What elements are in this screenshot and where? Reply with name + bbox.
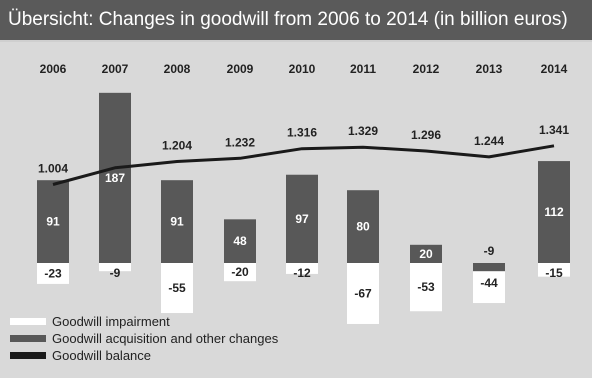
legend-swatch	[10, 352, 46, 359]
acquisition-value-label: 48	[233, 234, 247, 248]
impairment-bar	[410, 263, 442, 312]
impairment-value-label: -67	[354, 286, 372, 300]
chart-title: Übersicht: Changes in goodwill from 2006…	[8, 9, 568, 30]
balance-label: 1.232	[225, 135, 255, 149]
legend-swatch	[10, 335, 46, 342]
balance-label: 1.316	[287, 126, 317, 140]
balance-label: 1.204	[162, 139, 192, 153]
balance-label: 1.004	[38, 162, 68, 176]
impairment-value-label: -9	[110, 266, 121, 280]
balance-line	[52, 144, 555, 186]
impairment-bar	[224, 263, 256, 282]
year-label: 2008	[164, 62, 191, 76]
acquisition-value-label: 91	[170, 215, 184, 229]
acquisition-value-label: 112	[544, 205, 564, 219]
legend-label: Goodwill balance	[52, 348, 151, 363]
acquisition-value-label: 97	[295, 212, 309, 226]
year-label: 2014	[541, 62, 568, 76]
impairment-value-label: -44	[480, 276, 498, 290]
year-label: 2006	[40, 62, 67, 76]
acquisition-bar	[347, 190, 379, 263]
impairment-bar	[99, 263, 131, 272]
impairment-value-label: -12	[293, 266, 311, 280]
acquisition-bar	[99, 92, 131, 263]
impairment-value-label: -55	[168, 281, 186, 295]
year-label: 2012	[413, 62, 440, 76]
legend-label: Goodwill impairment	[52, 314, 170, 329]
impairment-bar	[37, 263, 69, 284]
impairment-value-label: -15	[545, 266, 563, 280]
year-label: 2007	[102, 62, 129, 76]
acquisition-value-label: 80	[356, 220, 370, 234]
acquisition-value-label: 91	[46, 215, 60, 229]
balance-label: 1.329	[348, 124, 378, 138]
year-label: 2009	[227, 62, 254, 76]
acquisition-value-label: -9	[484, 244, 495, 258]
acquisition-bar	[473, 263, 505, 272]
balance-label: 1.244	[474, 134, 504, 148]
balance-label: 1.341	[539, 123, 569, 137]
acquisition-value-label: 20	[419, 247, 433, 261]
legend-swatch	[10, 318, 46, 325]
acquisition-value-label: 187	[105, 171, 125, 185]
year-label: 2013	[476, 62, 503, 76]
acquisition-bar	[161, 180, 193, 263]
impairment-value-label: -23	[44, 266, 62, 280]
balance-label: 1.296	[411, 128, 441, 142]
acquisition-bar	[224, 219, 256, 263]
impairment-value-label: -53	[417, 280, 435, 294]
title-bar: Übersicht: Changes in goodwill from 2006…	[0, 0, 592, 42]
acquisition-bar	[410, 244, 442, 263]
acquisition-bar	[37, 180, 69, 263]
impairment-bar	[347, 263, 379, 324]
impairment-bar	[286, 263, 318, 274]
impairment-bar	[538, 263, 570, 277]
acquisition-bar	[538, 161, 570, 263]
year-label: 2011	[350, 62, 376, 76]
impairment-value-label: -20	[231, 265, 249, 279]
impairment-bar	[161, 263, 193, 314]
legend-label: Goodwill acquisition and other changes	[52, 331, 279, 346]
year-label: 2010	[289, 62, 316, 76]
acquisition-bar	[286, 174, 318, 263]
